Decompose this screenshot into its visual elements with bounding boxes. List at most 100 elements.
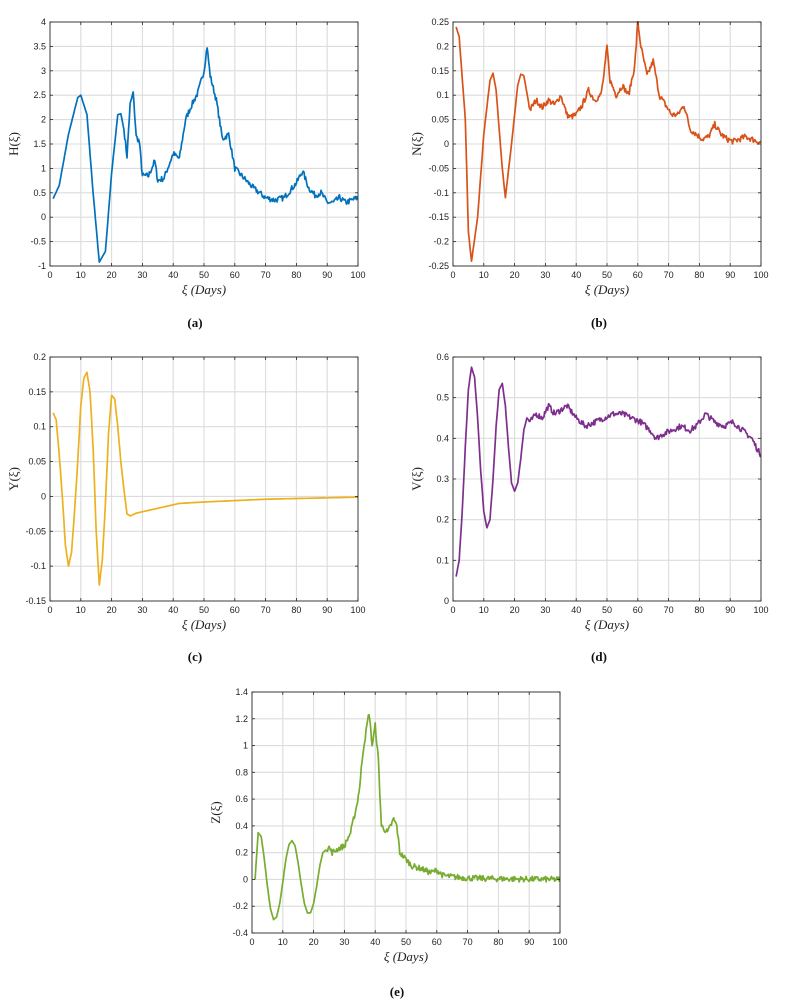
y-tick-label: 3.5 (33, 41, 46, 51)
x-axis-label: ξ (Days) (585, 282, 629, 297)
y-tick-label: 0.4 (436, 433, 449, 443)
x-tick-label: 90 (725, 605, 735, 615)
x-tick-label: 100 (753, 270, 768, 280)
x-tick-label: 90 (322, 270, 332, 280)
y-tick-label: 0 (243, 874, 248, 884)
x-tick-label: 70 (261, 605, 271, 615)
y-axis-label: Z(ξ) (208, 801, 223, 823)
x-tick-label: 0 (450, 270, 455, 280)
x-axis-label: ξ (Days) (182, 617, 226, 632)
x-tick-label: 50 (401, 937, 411, 947)
y-tick-label: 2 (41, 115, 46, 125)
y-tick-label: -0.05 (25, 526, 46, 536)
y-axis-label: V(ξ) (409, 467, 424, 491)
x-tick-label: 30 (137, 605, 147, 615)
y-tick-label: 0 (41, 491, 46, 501)
y-tick-label: 3 (41, 66, 46, 76)
y-tick-label: 0.5 (33, 188, 46, 198)
y-tick-label: -0.5 (30, 237, 46, 247)
y-tick-label: 0.2 (235, 848, 248, 858)
y-tick-label: -1 (38, 261, 46, 271)
panel-caption: (b) (591, 315, 607, 330)
x-tick-label: 20 (309, 937, 319, 947)
y-tick-label: 1 (243, 741, 248, 751)
y-tick-label: 0 (444, 596, 449, 606)
series-line-H (52, 47, 358, 263)
x-tick-label: 0 (47, 270, 52, 280)
x-tick-label: 40 (168, 605, 178, 615)
x-tick-label: 30 (137, 270, 147, 280)
y-tick-label: 0.25 (431, 17, 449, 27)
x-tick-label: 40 (370, 937, 380, 947)
x-tick-label: 10 (479, 605, 489, 615)
x-tick-label: 0 (249, 937, 254, 947)
x-tick-label: 100 (552, 937, 567, 947)
x-tick-label: 50 (602, 270, 612, 280)
y-tick-label: -0.2 (433, 237, 449, 247)
x-tick-label: 30 (540, 270, 550, 280)
x-axis-label: ξ (Days) (384, 949, 428, 964)
x-tick-label: 10 (76, 605, 86, 615)
x-tick-label: 60 (432, 937, 442, 947)
x-tick-label: 10 (479, 270, 489, 280)
x-tick-label: 90 (322, 605, 332, 615)
y-tick-label: -0.15 (428, 212, 449, 222)
x-tick-label: 0 (47, 605, 52, 615)
series-line-Z (254, 713, 560, 921)
y-tick-label: 0.2 (33, 352, 46, 362)
x-tick-label: 20 (107, 605, 117, 615)
x-tick-label: 50 (602, 605, 612, 615)
x-tick-label: 70 (261, 270, 271, 280)
y-tick-label: 0.1 (33, 422, 46, 432)
y-tick-label: -0.1 (30, 561, 46, 571)
y-tick-label: -0.2 (232, 901, 248, 911)
x-tick-label: 50 (199, 605, 209, 615)
x-tick-label: 80 (291, 270, 301, 280)
y-tick-label: 2.5 (33, 90, 46, 100)
x-tick-label: 60 (633, 605, 643, 615)
y-tick-label: 1.2 (235, 714, 248, 724)
y-tick-label: 0.5 (436, 393, 449, 403)
x-tick-label: 60 (230, 270, 240, 280)
x-tick-label: 80 (291, 605, 301, 615)
x-tick-label: 60 (633, 270, 643, 280)
x-tick-label: 70 (664, 605, 674, 615)
x-tick-label: 70 (463, 937, 473, 947)
y-tick-label: 1 (41, 163, 46, 173)
x-tick-label: 20 (510, 270, 520, 280)
y-tick-label: -0.1 (433, 188, 449, 198)
x-tick-label: 80 (694, 270, 704, 280)
y-tick-label: 0.6 (235, 794, 248, 804)
y-tick-label: 0.05 (28, 457, 46, 467)
x-tick-label: 90 (725, 270, 735, 280)
series-line-N (455, 21, 761, 262)
panel-b: 0 10 20 30 40 50 60 70 80 90 100 -0.25 -0.2 -0.15 -0.1… (409, 17, 769, 330)
y-tick-label: -0.4 (232, 928, 248, 938)
y-tick-label: 0.05 (431, 115, 449, 125)
y-tick-label: 1.4 (235, 687, 248, 697)
x-tick-label: 20 (510, 605, 520, 615)
panel-caption: (c) (188, 649, 202, 664)
series-line-Y (52, 371, 358, 586)
panel-caption: (a) (187, 315, 202, 330)
x-axis-label: ξ (Days) (585, 617, 629, 632)
x-tick-label: 50 (199, 270, 209, 280)
x-tick-label: 70 (664, 270, 674, 280)
y-tick-label: 0.3 (436, 474, 449, 484)
y-tick-label: 0.15 (431, 66, 449, 76)
y-tick-label: -0.15 (25, 596, 46, 606)
panel-e: 0 10 20 30 40 50 60 70 80 90 100 -0.4 -0.2 0 0.2 0.4 0.6… (208, 687, 568, 999)
x-tick-label: 10 (76, 270, 86, 280)
x-tick-label: 80 (493, 937, 503, 947)
y-tick-label: 1.5 (33, 139, 46, 149)
y-tick-label: 0.2 (436, 41, 449, 51)
y-tick-label: 0 (41, 212, 46, 222)
x-tick-label: 100 (350, 270, 365, 280)
x-tick-label: 40 (168, 270, 178, 280)
y-tick-label: 0.8 (235, 767, 248, 777)
x-axis-label: ξ (Days) (182, 282, 226, 297)
y-tick-label: 0.15 (28, 387, 46, 397)
y-axis-label: Y(ξ) (6, 467, 21, 491)
y-tick-label: 0 (444, 139, 449, 149)
